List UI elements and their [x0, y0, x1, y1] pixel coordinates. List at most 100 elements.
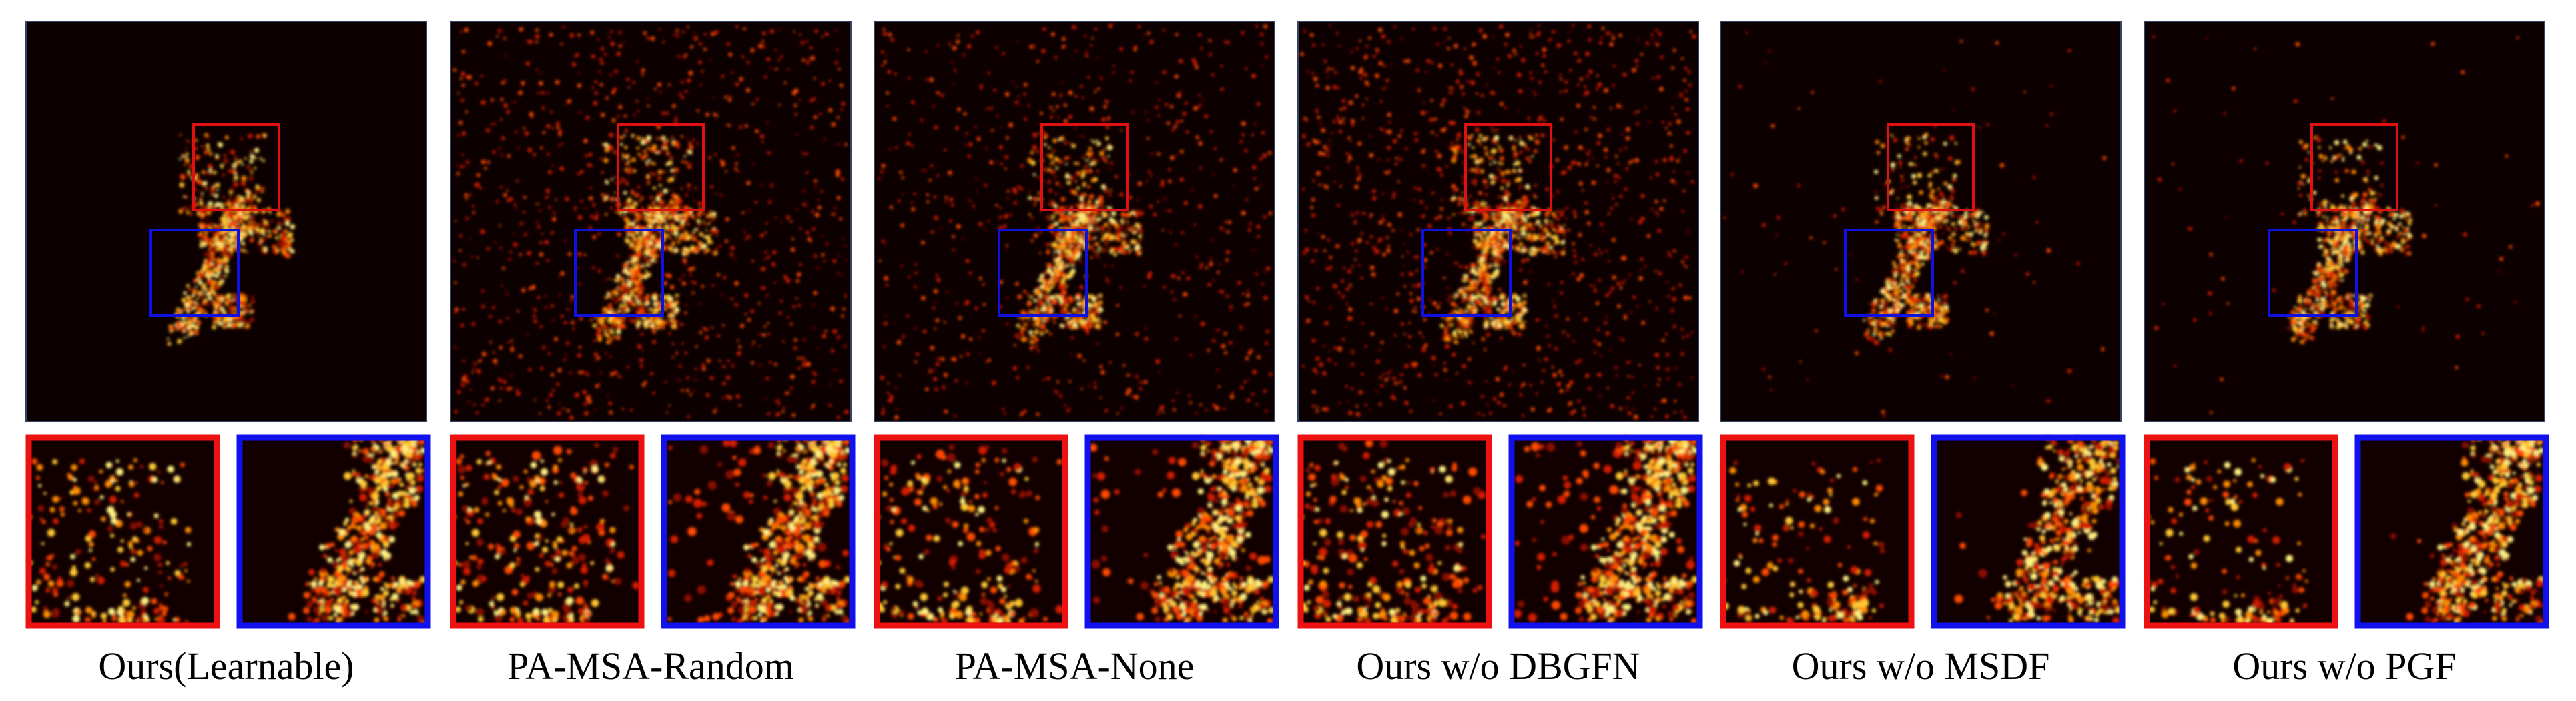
noise-spot	[617, 374, 620, 377]
heat-spot	[587, 540, 591, 544]
noise-spot	[935, 318, 940, 323]
heat-spot	[374, 594, 378, 598]
heat-spot	[87, 508, 91, 513]
noise-spot	[480, 100, 486, 105]
heat-spot	[372, 492, 380, 500]
heat-spot	[358, 544, 362, 548]
noise-spot	[1158, 371, 1161, 374]
noise-spot	[786, 215, 791, 220]
heat-spot	[655, 319, 661, 325]
heat-spot	[262, 232, 266, 236]
noise-spot	[603, 352, 607, 355]
heat-spot	[38, 484, 42, 488]
noise-spot	[519, 253, 522, 256]
heat-spot	[186, 335, 190, 338]
heat-spot	[712, 612, 720, 621]
noise-spot	[500, 97, 504, 101]
heat-spot	[236, 323, 242, 328]
heat-spot	[615, 278, 618, 281]
noise-spot	[703, 615, 711, 622]
noise-spot	[763, 75, 767, 79]
noise-spot	[703, 32, 707, 36]
heat-spot	[41, 520, 46, 524]
heat-spot	[225, 265, 229, 269]
heat-spot	[626, 307, 629, 310]
heat-spot	[650, 161, 653, 165]
noise-spot	[641, 73, 645, 77]
heat-spot	[170, 518, 178, 525]
noise-spot	[1094, 90, 1097, 93]
heat-spot	[409, 458, 416, 465]
noise-spot	[798, 263, 803, 267]
noise-spot	[896, 339, 902, 345]
heat-spot	[240, 137, 244, 141]
noise-spot	[507, 257, 512, 261]
heat-spot	[250, 311, 253, 314]
heat-spot	[680, 187, 683, 190]
noise-spot	[892, 117, 897, 121]
noise-spot	[1163, 197, 1167, 201]
noise-spot	[501, 267, 505, 270]
noise-spot	[830, 306, 835, 311]
noise-spot	[599, 157, 603, 161]
noise-spot	[839, 217, 842, 221]
heat-spot	[487, 460, 492, 465]
heat-spot	[194, 320, 197, 323]
heat-spot	[810, 552, 816, 558]
noise-spot	[920, 118, 924, 123]
noise-spot	[535, 34, 540, 39]
noise-spot	[454, 307, 459, 312]
heat-spot	[264, 235, 269, 239]
noise-spot	[462, 49, 466, 54]
heat-spot	[645, 265, 648, 267]
noise-spot	[1219, 263, 1222, 266]
noise-spot	[701, 501, 707, 507]
noise-spot	[1261, 131, 1265, 135]
heat-spot	[780, 525, 787, 531]
noise-spot	[489, 315, 492, 319]
noise-spot	[1207, 283, 1211, 287]
heat-spot	[363, 513, 368, 518]
heat-spot	[656, 243, 661, 249]
noise-spot	[513, 241, 516, 244]
noise-spot	[726, 41, 731, 47]
heat-spot	[812, 482, 820, 489]
heat-spot	[52, 496, 59, 503]
heat-spot	[208, 276, 211, 280]
heat-spot	[178, 309, 181, 313]
heat-spot	[166, 561, 170, 566]
heat-spot	[110, 518, 118, 525]
noise-spot	[459, 164, 464, 169]
noise-spot	[538, 81, 543, 86]
heat-spot	[203, 299, 207, 303]
heat-spot	[382, 541, 390, 548]
heat-spot	[84, 562, 91, 569]
heat-spot	[243, 243, 246, 246]
noise-spot	[1217, 271, 1220, 274]
noise-spot	[1186, 276, 1191, 281]
heat-spot	[142, 586, 149, 593]
noise-spot	[811, 226, 816, 231]
noise-spot	[1004, 155, 1008, 159]
noise-spot	[1215, 406, 1220, 411]
noise-spot	[774, 216, 777, 219]
heat-spot	[787, 586, 791, 590]
noise-spot	[948, 42, 952, 47]
noise-spot	[1175, 33, 1179, 37]
noise-spot	[820, 234, 824, 237]
heat-spot	[624, 168, 628, 172]
noise-spot	[1088, 384, 1091, 388]
noise-spot	[1003, 214, 1008, 219]
heat-spot	[609, 327, 613, 330]
noise-spot	[719, 193, 723, 197]
noise-spot	[761, 267, 766, 271]
heat-spot	[227, 213, 230, 216]
noise-spot	[1004, 92, 1010, 97]
heat-spot	[562, 614, 569, 622]
heat-spot	[233, 181, 239, 187]
heat-spot	[797, 450, 802, 455]
heat-spot	[781, 584, 787, 590]
heat-spot	[79, 458, 85, 464]
noise-spot	[1169, 231, 1172, 234]
noise-spot	[759, 233, 764, 238]
